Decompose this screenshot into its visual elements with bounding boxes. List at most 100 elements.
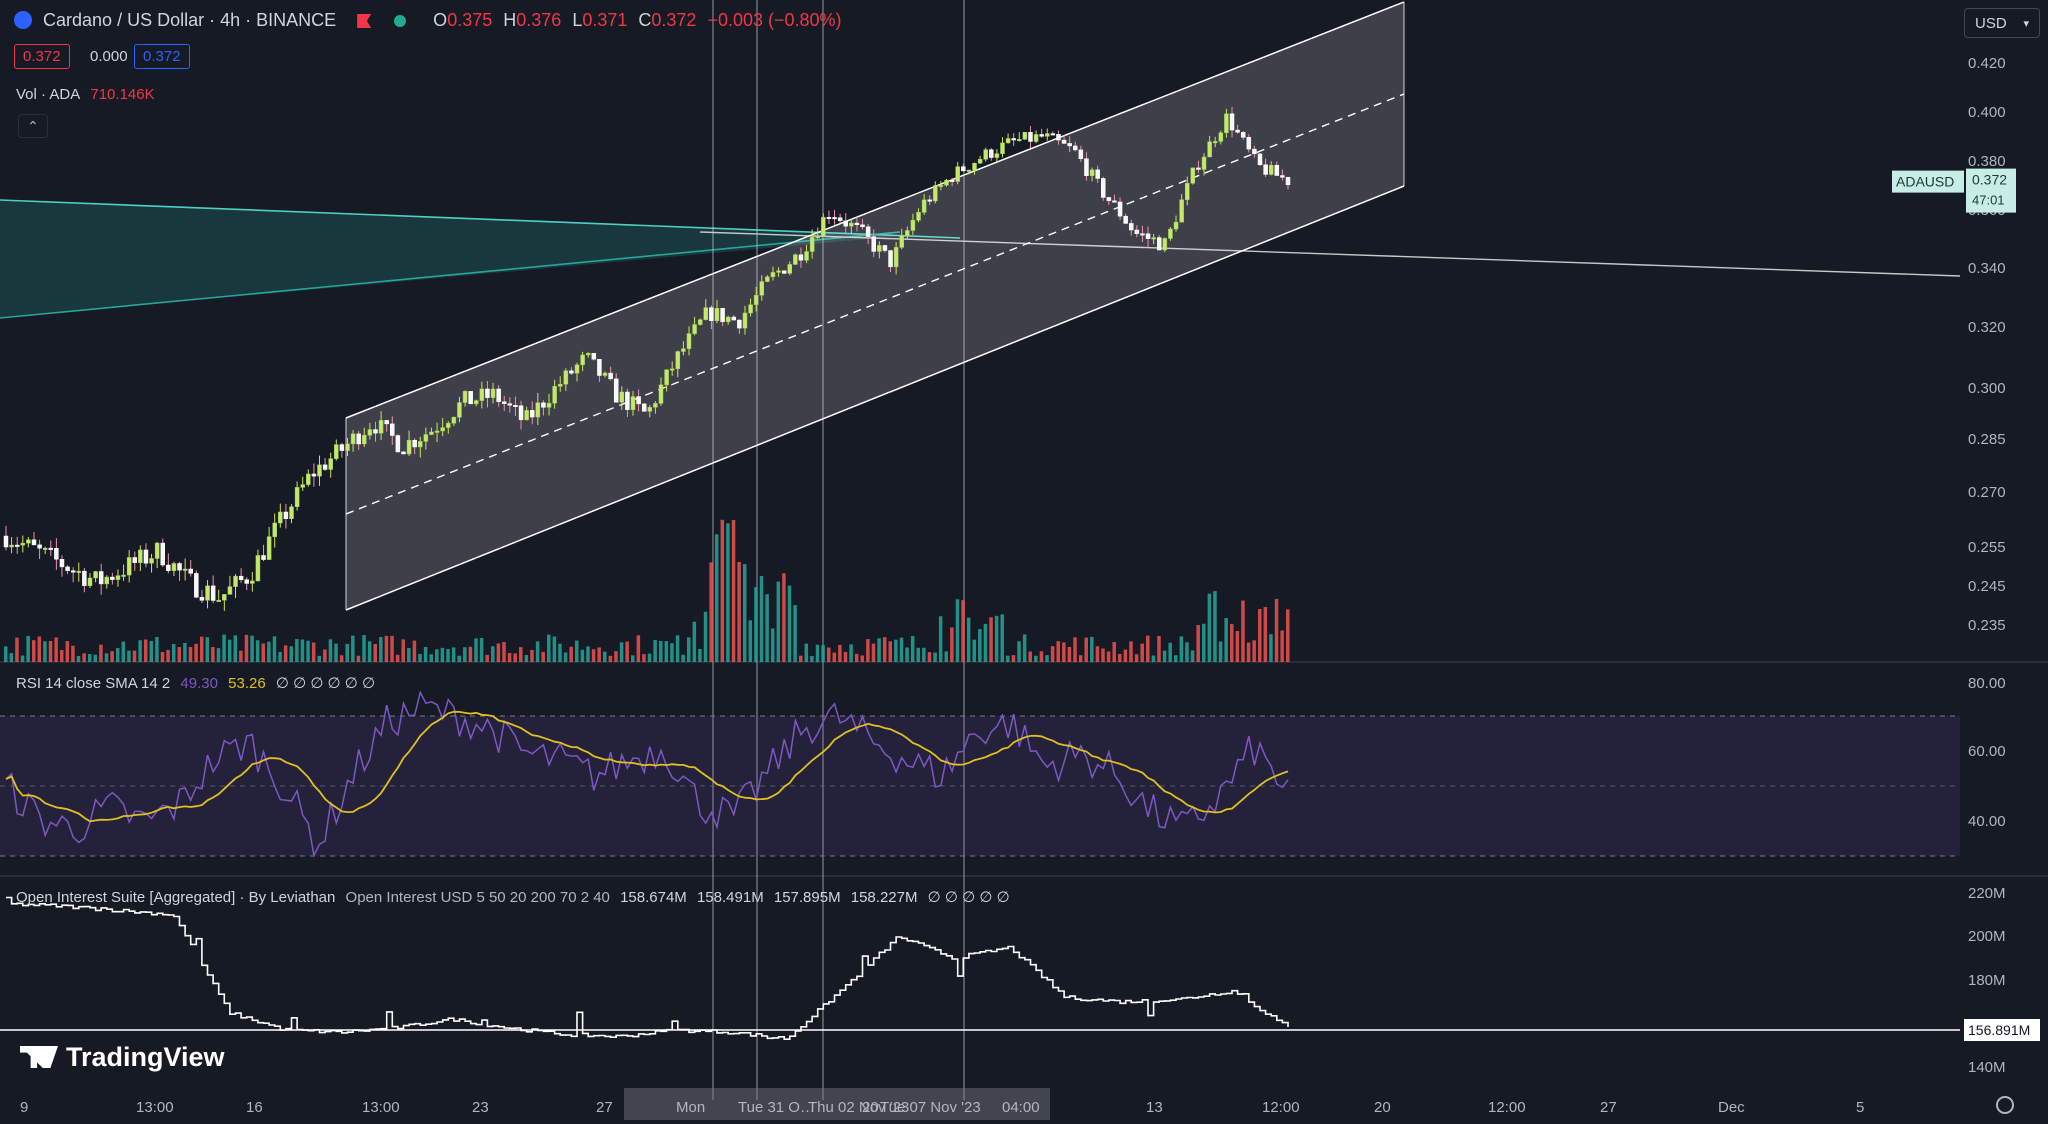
candle-body bbox=[563, 370, 569, 385]
volume-bar bbox=[1162, 650, 1167, 662]
volume-bar bbox=[1263, 607, 1268, 662]
volume-bar bbox=[731, 520, 736, 662]
volume-bar bbox=[283, 645, 288, 662]
volume-bar bbox=[289, 646, 294, 662]
candle-body bbox=[457, 402, 462, 418]
volume-bar bbox=[160, 652, 165, 662]
candle-body bbox=[266, 536, 272, 560]
volume-bar bbox=[407, 648, 411, 662]
currency-select[interactable]: USD ▾ bbox=[1964, 8, 2040, 38]
volume-bar bbox=[155, 637, 159, 662]
candle-body bbox=[194, 573, 199, 598]
candle-body bbox=[328, 458, 333, 470]
settings-icon[interactable] bbox=[1996, 1096, 2014, 1114]
candle-body bbox=[1229, 113, 1235, 131]
candle-body bbox=[1134, 229, 1140, 234]
tradingview-logo[interactable]: TradingView bbox=[20, 1042, 225, 1073]
rsi-sma-line bbox=[5, 710, 1289, 823]
volume-bar bbox=[502, 642, 506, 662]
flag-icon[interactable] bbox=[357, 14, 372, 28]
volume-bar bbox=[664, 641, 669, 662]
symbol-title: Cardano / US Dollar · 4h · BINANCE bbox=[43, 10, 337, 30]
volume-bar bbox=[177, 647, 182, 662]
volume-bar bbox=[1112, 641, 1116, 662]
volume-bar bbox=[726, 523, 730, 662]
volume-bar bbox=[345, 643, 349, 662]
volume-bar bbox=[765, 594, 769, 662]
candle-body bbox=[1017, 139, 1022, 142]
candle-body bbox=[418, 441, 423, 448]
volume-bar bbox=[944, 651, 949, 662]
volume-bar bbox=[642, 654, 646, 662]
collapse-legend-button[interactable]: ⌃ bbox=[18, 114, 48, 138]
ask-price[interactable]: 0.372 bbox=[134, 44, 190, 69]
low-label: L bbox=[572, 10, 583, 30]
volume-bar bbox=[1134, 654, 1139, 662]
volume-bar bbox=[888, 641, 893, 662]
volume-bar bbox=[759, 576, 764, 662]
candle-body bbox=[244, 579, 249, 584]
candle-body bbox=[658, 384, 664, 404]
candle-body bbox=[1252, 148, 1257, 155]
volume-bar bbox=[720, 519, 725, 662]
oi-title: Open Interest Suite [Aggregated] · By Le… bbox=[16, 889, 336, 906]
candle-body bbox=[793, 254, 798, 265]
volume-bar bbox=[356, 655, 361, 662]
time-tick-label: Tue 31 O… bbox=[738, 1099, 815, 1116]
candle-body bbox=[384, 420, 389, 425]
volume-bar bbox=[603, 651, 607, 662]
candle-body bbox=[255, 555, 261, 582]
candle-body bbox=[350, 433, 356, 445]
candle-body bbox=[905, 230, 910, 237]
candle-body bbox=[115, 575, 121, 580]
volume-bar bbox=[474, 638, 478, 662]
volume-bar bbox=[776, 581, 781, 662]
oi-value-1: 158.674M bbox=[620, 889, 687, 906]
candle-body bbox=[742, 312, 748, 329]
volume-bar bbox=[250, 635, 254, 662]
volume-bar bbox=[849, 644, 853, 662]
candle-body bbox=[888, 250, 893, 268]
volume-bar bbox=[670, 643, 674, 662]
time-tick-label: 13:00 bbox=[136, 1099, 174, 1116]
candle-body bbox=[955, 166, 960, 182]
volume-bar bbox=[1073, 637, 1077, 662]
price-tick-label: 0.285 bbox=[1968, 431, 2006, 448]
candle-body bbox=[910, 220, 916, 231]
candle-body bbox=[798, 254, 804, 261]
candle-body bbox=[1045, 133, 1050, 137]
candle-body bbox=[1112, 200, 1117, 203]
candle-body bbox=[283, 511, 289, 520]
volume-bar bbox=[787, 585, 792, 662]
volume-bar bbox=[798, 655, 803, 662]
time-tick-label: 27 bbox=[596, 1099, 613, 1116]
rsi-sma-value: 53.26 bbox=[228, 675, 266, 692]
candle-body bbox=[921, 199, 927, 213]
time-tick-label: 16 bbox=[246, 1099, 263, 1116]
volume-bar bbox=[938, 616, 943, 662]
volume-bar bbox=[295, 639, 299, 662]
candle-body bbox=[966, 169, 972, 172]
candle-body bbox=[261, 555, 266, 560]
volume-bar bbox=[1039, 651, 1044, 662]
candle-body bbox=[272, 522, 277, 537]
low-value: 0.371 bbox=[582, 10, 628, 30]
candle-body bbox=[1067, 143, 1072, 147]
candle-body bbox=[781, 270, 787, 274]
chevron-down-icon: ▾ bbox=[2023, 18, 2029, 30]
volume-bar bbox=[311, 642, 316, 662]
candle-body bbox=[574, 364, 580, 374]
candle-body bbox=[1280, 175, 1285, 178]
candle-body bbox=[709, 307, 714, 321]
volume-bar bbox=[961, 600, 965, 662]
candle-body bbox=[843, 220, 848, 227]
candle-body bbox=[306, 473, 311, 485]
bid-price[interactable]: 0.372 bbox=[14, 44, 70, 69]
volume-bar bbox=[395, 654, 400, 662]
volume-bar bbox=[334, 643, 338, 662]
price-tag-countdown: 47:01 bbox=[1972, 193, 2005, 208]
volume-bar bbox=[681, 654, 685, 662]
